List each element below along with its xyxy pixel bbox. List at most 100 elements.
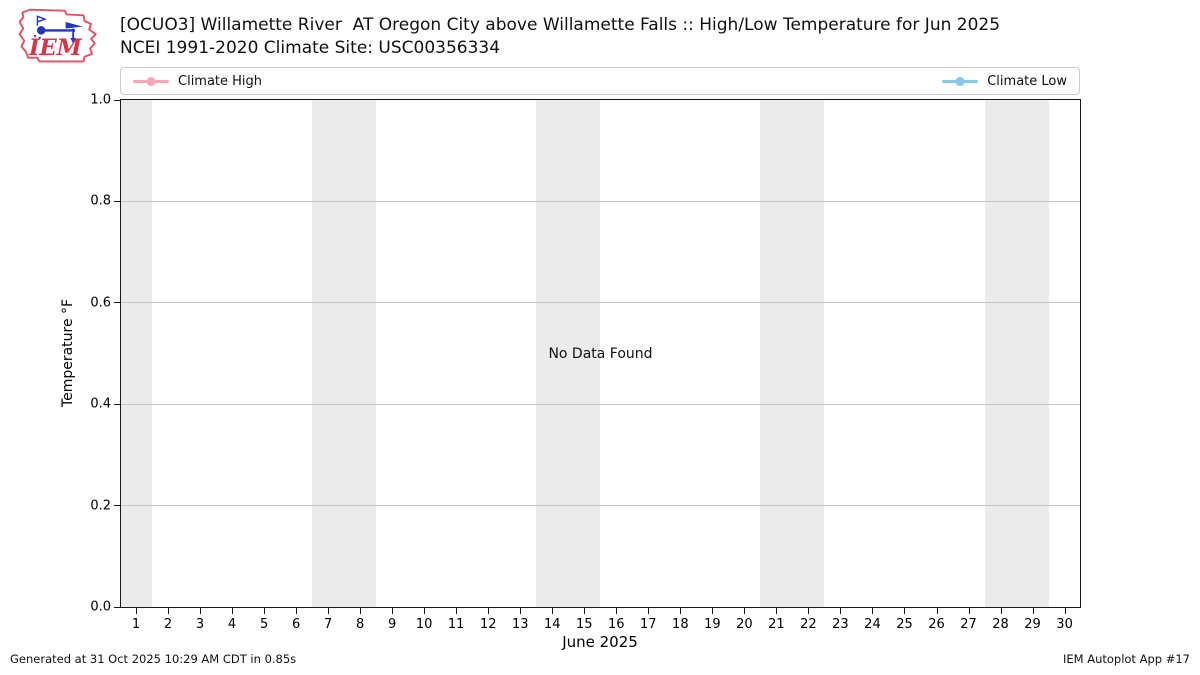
x-tick-mark [584,608,586,614]
x-tick-mark [360,608,362,614]
app-credit: IEM Autoplot App #17 [1062,652,1190,666]
x-tick-mark [328,608,330,614]
y-tick-mark [114,606,120,608]
y-tick-label: 0.2 [90,498,111,514]
weekend-shading-band [760,100,825,607]
x-tick-label: 24 [864,617,881,632]
legend: Climate High Climate Low [120,67,1080,95]
chart-title-line1: [OCUO3] Willamette River AT Oregon City … [120,15,1001,35]
x-tick-label: 5 [259,617,269,632]
x-tick-mark [1000,608,1002,614]
climate-low-line-marker-icon [942,76,979,86]
x-tick-mark [616,608,618,614]
x-tick-label: 21 [768,617,785,632]
y-tick-mark [114,505,120,507]
iem-logo-text: IEM [28,35,83,61]
x-tick-mark [392,608,394,614]
climate-high-line-marker-icon [133,76,169,86]
x-tick-label: 9 [388,617,397,632]
x-tick-mark [424,608,426,614]
legend-item-climate-high: Climate High [133,74,262,89]
x-tick-mark [456,608,458,614]
x-tick-label: 29 [1024,617,1041,632]
x-tick-mark [840,608,842,614]
x-tick-mark [776,608,778,614]
x-axis-label: June 2025 [562,633,638,651]
x-tick-mark [136,608,137,614]
legend-label-climate-high: Climate High [178,73,263,89]
x-tick-label: 22 [800,617,817,632]
y-gridline [121,505,1080,507]
chart-title-line2: NCEI 1991-2020 Climate Site: USC00356334 [120,38,501,58]
weekend-shading-band [536,100,601,607]
iem-iowa-weathervane-logo-icon: IEM [18,8,97,63]
x-tick-label: 25 [896,617,913,632]
weekend-shading-band [121,100,152,607]
generated-timestamp: Generated at 31 Oct 2025 10:29 AM CDT in… [10,652,297,666]
x-tick-label: 15 [575,617,593,632]
x-tick-mark [264,608,266,614]
legend-label-climate-low: Climate Low [987,73,1067,89]
y-tick-label: 0.8 [90,193,111,209]
no-data-annotation: No Data Found [548,345,653,362]
x-tick-label: 13 [511,617,529,632]
x-tick-mark [168,608,170,614]
iem-logo: IEM [12,5,108,69]
y-tick-label: 0.0 [90,599,111,615]
x-tick-label: 19 [704,617,721,632]
y-axis-label: Temperature °F [60,298,76,408]
x-tick-label: 3 [195,617,205,632]
y-gridline [121,302,1080,304]
x-tick-mark [680,608,682,614]
x-tick-mark [936,608,938,614]
y-gridline [121,403,1080,405]
x-tick-label: 8 [355,617,365,632]
x-tick-label: 4 [227,617,237,632]
x-tick-label: 23 [832,617,849,632]
x-tick-mark [488,608,490,614]
y-gridline [121,200,1080,202]
y-tick-label: 1.0 [90,92,111,108]
x-tick-label: 1 [131,617,141,632]
x-tick-label: 10 [415,617,433,632]
y-tick-mark [114,403,120,405]
x-tick-mark [200,608,202,614]
x-tick-label: 27 [960,617,977,632]
x-tick-mark [872,608,874,614]
x-tick-mark [744,608,746,614]
x-tick-mark [904,608,906,614]
y-tick-mark [114,99,120,101]
plot-area: No Data Found [120,99,1081,608]
title-block: [OCUO3] Willamette River AT Oregon City … [120,14,1000,60]
x-tick-label: 2 [163,617,173,632]
y-tick-label: 0.6 [90,295,111,311]
weekend-shading-band [984,100,1049,607]
x-tick-label: 6 [291,617,301,632]
x-tick-label: 7 [323,617,333,632]
x-tick-mark [1032,608,1034,614]
y-tick-mark [114,200,120,202]
y-tick-label: 0.4 [90,396,111,412]
legend-item-climate-low: Climate Low [942,74,1067,89]
x-tick-mark [1064,608,1066,614]
x-tick-label: 20 [736,617,753,632]
x-tick-mark [808,608,810,614]
x-tick-mark [712,608,714,614]
x-tick-label: 16 [608,617,625,632]
x-tick-mark [520,608,522,614]
x-tick-mark [968,608,970,614]
x-tick-label: 14 [543,617,561,632]
x-tick-label: 26 [928,617,945,632]
x-tick-label: 18 [672,617,689,632]
x-tick-label: 28 [992,617,1009,632]
x-tick-label: 12 [479,617,497,632]
y-tick-mark [114,302,120,304]
x-tick-mark [296,608,298,614]
x-tick-label: 30 [1056,617,1073,632]
x-tick-mark [648,608,650,614]
x-tick-label: 17 [640,617,657,632]
x-tick-mark [232,608,234,614]
x-tick-label: 11 [447,617,465,632]
weekend-shading-band [312,100,377,607]
